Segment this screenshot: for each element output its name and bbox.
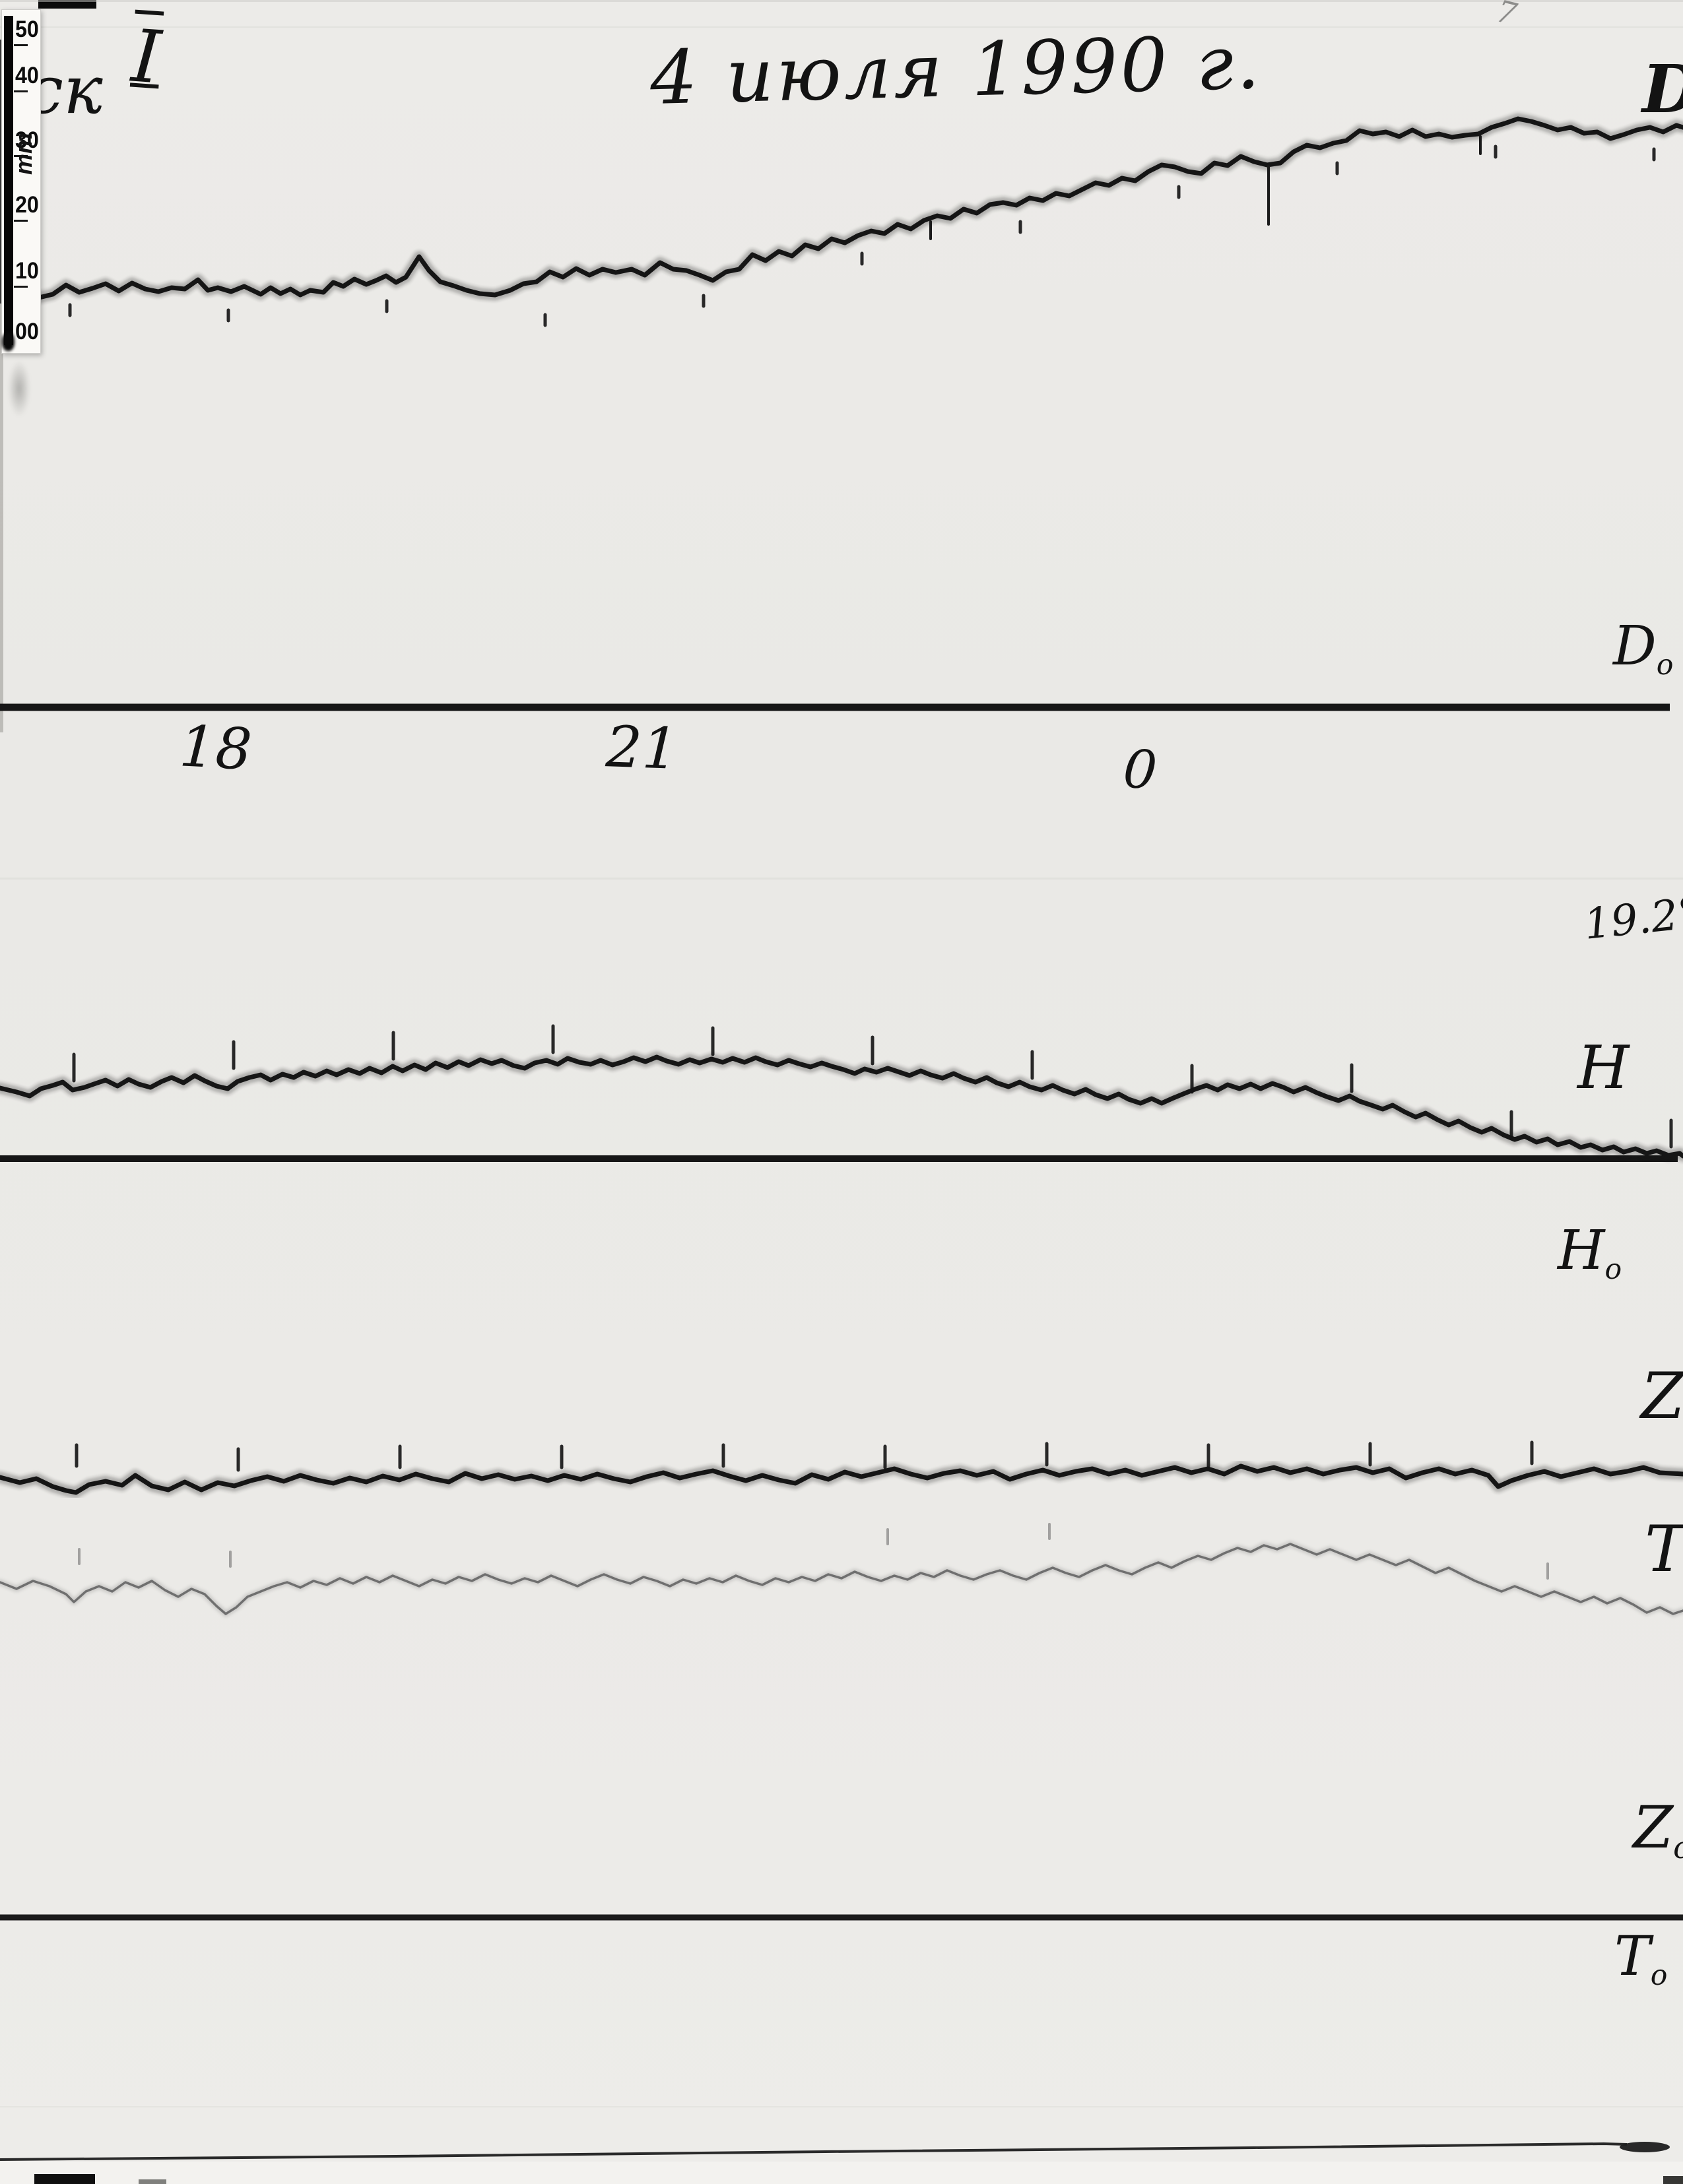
label-z0-main: Z bbox=[1633, 1793, 1674, 1861]
paper-bottom-edge bbox=[0, 2142, 1628, 2161]
ruler-tick-20: 20 bbox=[15, 192, 39, 218]
ruler-tick-line bbox=[14, 286, 28, 288]
ruler-black-bar bbox=[4, 16, 13, 345]
label-t0: To bbox=[1614, 1925, 1667, 1992]
scan-artifact bbox=[0, 2162, 1683, 2184]
ruler-tick-line bbox=[14, 44, 28, 46]
chart-series-numeral: I bbox=[129, 13, 164, 100]
scan-artifact bbox=[0, 878, 1683, 880]
label-h0-sub: o bbox=[1604, 1252, 1622, 1286]
label-h: H bbox=[1577, 1033, 1630, 1103]
label-d0-main: D bbox=[1613, 615, 1657, 678]
label-h0: Ho bbox=[1558, 1219, 1622, 1286]
label-t0-sub: o bbox=[1650, 1958, 1668, 1992]
ruler-tick-00: 00 bbox=[15, 319, 39, 344]
date-title: 4 июля 1990 г. bbox=[649, 19, 1264, 122]
label-z0: Zo bbox=[1633, 1793, 1683, 1865]
label-t0-main: T bbox=[1614, 1925, 1651, 1988]
scan-artifact bbox=[0, 2106, 1683, 2107]
ruler-tick-50: 50 bbox=[15, 16, 39, 42]
D-trace bbox=[34, 116, 1683, 301]
label-z: Z bbox=[1641, 1359, 1683, 1433]
T-trace bbox=[0, 1543, 1683, 1615]
scan-artifact bbox=[139, 2179, 166, 2184]
ruler-tick-line bbox=[14, 90, 28, 92]
scan-artifact bbox=[34, 2174, 95, 2184]
corner-component-letter: D bbox=[1642, 50, 1683, 128]
label-t: T bbox=[1645, 1512, 1683, 1586]
label-t-main: T bbox=[1645, 1512, 1683, 1586]
scan-artifact bbox=[0, 26, 1683, 28]
ruler-unit-label: mm bbox=[10, 132, 37, 175]
ruler-tick-30: 30 bbox=[15, 127, 39, 153]
mm-scale-ruler: 50 40 30 mm 20 10 00 bbox=[1, 9, 41, 354]
D-trace-halo bbox=[30, 113, 1683, 304]
label-z-main: Z bbox=[1641, 1359, 1683, 1433]
ruler-end-smudge bbox=[2, 333, 15, 351]
scan-artifact bbox=[1663, 2176, 1683, 2184]
ruler-tick-10: 10 bbox=[15, 258, 39, 284]
ruler-tick-line bbox=[14, 220, 28, 222]
H-trace bbox=[0, 1054, 1683, 1159]
label-h-main: H bbox=[1577, 1033, 1630, 1103]
ruler-tick-line bbox=[14, 155, 28, 157]
scan-artifact bbox=[38, 0, 96, 9]
scan-artifact bbox=[0, 304, 3, 732]
scan-artifact bbox=[0, 0, 1683, 2]
ruler-shadow bbox=[4, 350, 34, 428]
label-h0-main: H bbox=[1558, 1219, 1605, 1282]
hour-label-18: 18 bbox=[178, 713, 253, 783]
Z-trace bbox=[0, 1463, 1683, 1495]
H-trace-halo bbox=[0, 1051, 1683, 1162]
paper-edge-curl bbox=[1620, 2142, 1670, 2152]
ruler-tick-40: 40 bbox=[15, 63, 39, 88]
label-d0: Do bbox=[1613, 615, 1673, 682]
label-d0-sub: o bbox=[1656, 648, 1674, 682]
label-z0-sub: o bbox=[1673, 1830, 1683, 1865]
hour-label-21: 21 bbox=[605, 714, 680, 783]
hour-label-0: 0 bbox=[1121, 738, 1160, 802]
